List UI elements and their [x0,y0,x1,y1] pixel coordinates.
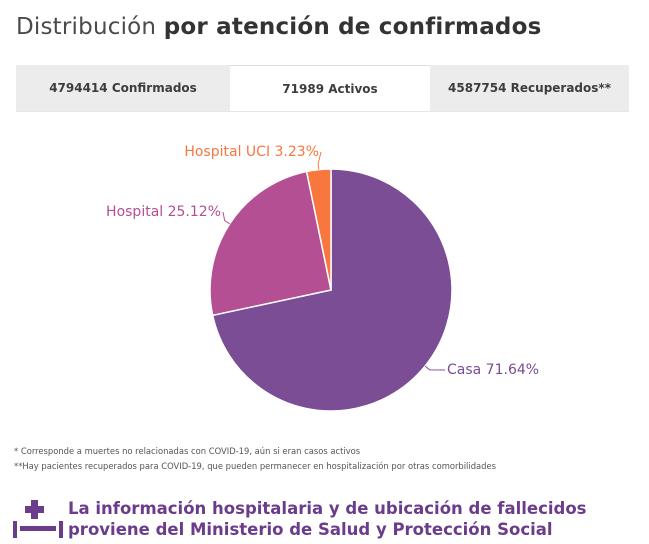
slice-label: Casa 71.64% [447,362,539,378]
leader-line [424,365,446,371]
info-banner: La información hospitalaria y de ubicaci… [12,497,642,541]
slice-label: Hospital 25.12% [106,204,221,220]
pie-slice-hospital-uci[interactable] [305,168,332,291]
leader-line [222,211,230,225]
footnote-1: * Corresponde a muertes no relacionadas … [14,446,361,456]
title-bold: por atención de confirmados [163,14,542,40]
tab-recuperados[interactable]: 4587754 Recuperados** [448,81,611,95]
pie-slice-hospital[interactable] [209,170,332,317]
info-line-1: La información hospitalaria y de ubicaci… [68,499,587,518]
title-light: Distribución [16,14,157,40]
tab-activos[interactable]: 71989 Activos [230,65,430,111]
info-line-2: proviene del Ministerio de Salud y Prote… [68,520,553,539]
tab-confirmados[interactable]: 4794414 Confirmados [49,81,197,95]
slice-label: Hospital UCI 3.23% [184,144,319,160]
tab-divider [16,111,629,112]
pie-chart: Casa 71.64% Hospital 25.12% Hospital UCI 3… [106,144,539,412]
footnote-2: **Hay pacientes recuperados para COVID-1… [14,461,496,471]
hospital-bed-icon [13,500,63,538]
leader-line [317,151,322,170]
page-title: Distribución por atención de confirmados [16,14,542,40]
info-text: La información hospitalaria y de ubicaci… [68,498,587,540]
tab-bar: 4794414 Confirmados 71989 Activos 458775… [16,65,629,111]
